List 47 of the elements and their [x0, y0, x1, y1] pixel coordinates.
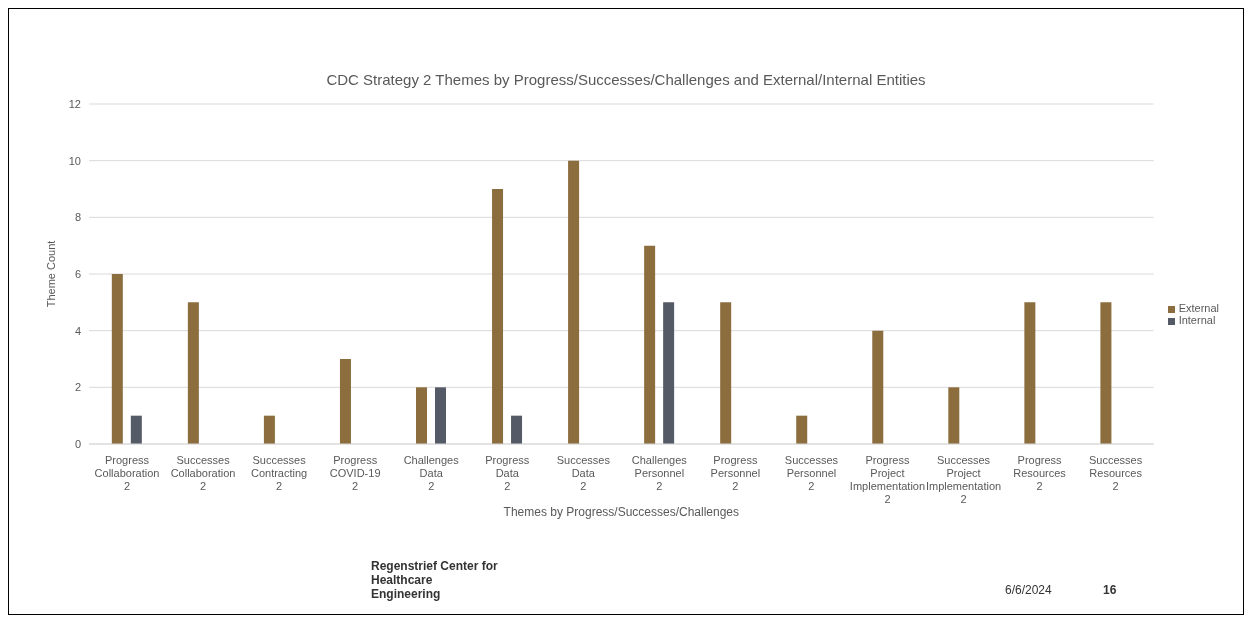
bar [416, 387, 427, 444]
chart-title: CDC Strategy 2 Themes by Progress/Successes/Challenges and External/Internal Entities [325, 71, 927, 88]
bar [435, 387, 446, 444]
bar [339, 359, 351, 444]
x-tick-label: Successes Contracting 2 [250, 454, 308, 492]
bar [644, 245, 656, 444]
x-tick-label: Progress Resources 2 [1013, 454, 1067, 492]
y-axis-title: Theme Count [44, 240, 57, 308]
y-tick-label: 12 [68, 97, 81, 110]
y-tick-label: 4 [74, 324, 81, 337]
x-tick-label: Progress Collaboration 2 [94, 454, 160, 492]
x-axis-title: Themes by Progress/Successes/Challenges [503, 505, 740, 519]
x-tick-label: Challenges Personnel 2 [631, 454, 688, 492]
y-tick-label: 0 [74, 437, 81, 450]
text: Regenstrief Center for Healthcare Engineering [371, 559, 499, 601]
y-tick-label: 10 [68, 154, 81, 167]
x-tick-label: Progress Personnel 2 [710, 454, 761, 492]
bar [663, 302, 675, 444]
legend-label: External [1178, 302, 1219, 314]
bar [872, 330, 884, 444]
bar [263, 415, 275, 444]
x-tick-label: Successes Personnel 2 [784, 454, 839, 492]
x-tick-label: Successes Resources 2 [1089, 454, 1143, 492]
bar [111, 274, 123, 444]
bar [187, 302, 199, 444]
x-tick-label: Successes Project Implementation 2 [925, 454, 1002, 505]
text: 16 [1103, 583, 1117, 597]
bar [720, 302, 732, 444]
bar [796, 415, 808, 444]
bar [1024, 302, 1036, 444]
bar [1100, 302, 1112, 444]
x-tick-label: Successes Collaboration 2 [170, 454, 236, 492]
x-tick-label: Progress COVID-19 2 [329, 454, 381, 492]
x-tick-label: Challenges Data 2 [403, 454, 460, 492]
x-tick-label: Successes Data 2 [556, 454, 611, 492]
x-tick-label: Progress Data 2 [485, 454, 530, 492]
bar [130, 415, 142, 444]
y-tick-label: 6 [74, 267, 81, 280]
bar [511, 415, 523, 444]
text: 6/6/2024 [1005, 583, 1052, 597]
y-tick-label: 2 [74, 381, 81, 394]
x-tick-label: Progress Project Implementation 2 [849, 454, 926, 505]
y-tick-label: 8 [74, 211, 81, 224]
legend-label: Internal [1178, 314, 1216, 326]
bar [492, 189, 504, 444]
bar [948, 387, 960, 444]
bar [568, 160, 580, 444]
